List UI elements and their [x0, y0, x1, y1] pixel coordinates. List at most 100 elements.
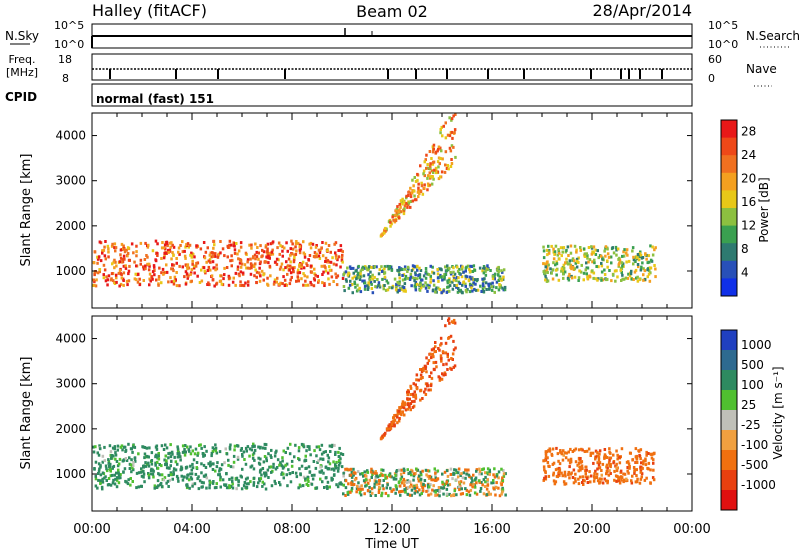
- heatmap-cell: [154, 453, 158, 457]
- heatmap-cell: [650, 456, 654, 460]
- heatmap-cell: [438, 376, 442, 380]
- heatmap-cell: [309, 453, 312, 457]
- heatmap-cell: [266, 242, 270, 246]
- heatmap-cell: [601, 278, 605, 282]
- heatmap-cell: [172, 282, 176, 286]
- heatmap-cell: [594, 449, 598, 453]
- heatmap-cell: [489, 282, 492, 286]
- heatmap-cell: [202, 266, 206, 270]
- heatmap-cell: [578, 458, 581, 462]
- heatmap-cell: [281, 245, 284, 249]
- heatmap-cell: [111, 242, 114, 246]
- heatmap-cell: [604, 254, 607, 258]
- heatmap-cell: [439, 486, 442, 490]
- heatmap-cell: [618, 481, 622, 485]
- heatmap-cell: [310, 283, 313, 287]
- heatmap-cell: [271, 240, 275, 244]
- heatmap-cell: [158, 463, 161, 466]
- heatmap-cell: [99, 473, 103, 477]
- heatmap-cell: [435, 489, 438, 493]
- heatmap-cell: [592, 276, 595, 280]
- heatmap-cell: [420, 181, 423, 185]
- heatmap-cell: [395, 209, 398, 213]
- heatmap-cell: [302, 240, 305, 244]
- heatmap-cell: [619, 268, 622, 272]
- heatmap-cell: [349, 490, 352, 494]
- heatmap-cell: [469, 282, 472, 286]
- heatmap-cell: [603, 453, 607, 457]
- heatmap-cell: [151, 277, 154, 281]
- heatmap-cell: [168, 466, 171, 470]
- heatmap-cell: [627, 460, 630, 464]
- heatmap-cell: [126, 246, 130, 250]
- heatmap-cell: [577, 276, 581, 280]
- heatmap-cell: [115, 280, 118, 284]
- heatmap-cell: [272, 282, 276, 286]
- heatmap-cell: [594, 277, 598, 281]
- heatmap-cell: [624, 479, 628, 483]
- heatmap-cell: [139, 262, 142, 266]
- heatmap-cell: [219, 485, 222, 489]
- heatmap-cell: [278, 481, 281, 484]
- heatmap-cell: [307, 283, 310, 287]
- heatmap-cell: [261, 467, 265, 470]
- heatmap-cell: [110, 244, 114, 248]
- heatmap-cell: [263, 482, 266, 486]
- heatmap-cell: [416, 468, 420, 472]
- heatmap-cell: [339, 481, 342, 485]
- heatmap-cell: [631, 458, 634, 462]
- heatmap-cell: [163, 458, 166, 462]
- heatmap-cell: [486, 478, 489, 482]
- heatmap-cell: [273, 479, 276, 483]
- heatmap-cell: [562, 449, 565, 453]
- heatmap-cell: [647, 452, 650, 455]
- heatmap-cell: [165, 481, 168, 485]
- heatmap-cell: [236, 252, 239, 256]
- heatmap-cell: [153, 486, 156, 490]
- heatmap-cell: [390, 489, 394, 493]
- heatmap-cell: [409, 386, 413, 390]
- heatmap-cell: [219, 279, 223, 283]
- heatmap-cell: [190, 268, 194, 272]
- heatmap-cell: [159, 483, 162, 487]
- heatmap-cell: [584, 268, 587, 272]
- heatmap-cell: [142, 469, 145, 473]
- heatmap-cell: [211, 260, 215, 264]
- heatmap-cell: [172, 470, 175, 474]
- heatmap-cell: [577, 477, 580, 481]
- heatmap-cell: [450, 162, 454, 165]
- heatmap-cell: [466, 287, 469, 291]
- heatmap-cell: [582, 478, 585, 482]
- heatmap-cell: [425, 370, 428, 374]
- heatmap-cell: [208, 253, 212, 257]
- heatmap-cell: [355, 277, 358, 281]
- heatmap-cell: [285, 283, 288, 287]
- heatmap-cell: [616, 275, 619, 279]
- heatmap-cell: [426, 474, 430, 478]
- heatmap-cell: [444, 273, 448, 276]
- heatmap-cell: [426, 174, 430, 178]
- heatmap-cell: [168, 451, 172, 455]
- heatmap-cell: [373, 482, 376, 486]
- heatmap-cell: [493, 475, 497, 479]
- heatmap-cell: [431, 352, 435, 356]
- heatmap-cell: [501, 479, 505, 482]
- heatmap-cell: [102, 263, 106, 267]
- heatmap-cell: [404, 289, 407, 293]
- heatmap-cell: [367, 281, 370, 285]
- heatmap-cell: [543, 458, 547, 462]
- heatmap-cell: [383, 284, 386, 287]
- heatmap-cell: [482, 265, 486, 268]
- heatmap-cell: [357, 481, 360, 485]
- heatmap-cell: [617, 263, 620, 267]
- heatmap-cell: [448, 321, 451, 325]
- heatmap-cell: [198, 443, 201, 447]
- heatmap-cell: [220, 282, 224, 286]
- heatmap-cell: [494, 493, 497, 497]
- heatmap-cell: [616, 453, 619, 457]
- heatmap-cell: [409, 205, 412, 209]
- heatmap-cell: [111, 262, 114, 266]
- heatmap-cell: [579, 465, 582, 469]
- heatmap-cell: [497, 476, 500, 480]
- heatmap-cell: [119, 256, 123, 260]
